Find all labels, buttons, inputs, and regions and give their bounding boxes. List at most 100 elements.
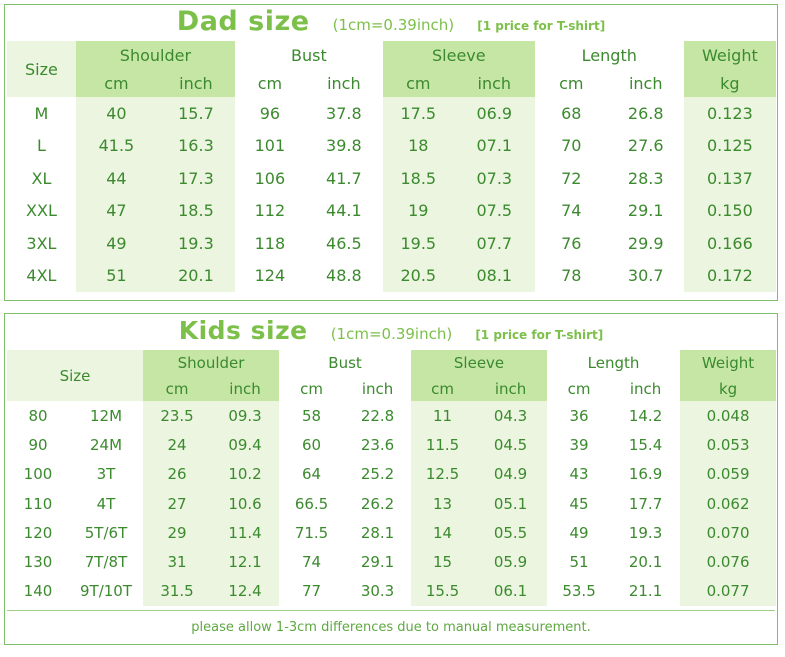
dad-cell: 4XL xyxy=(7,259,76,292)
kids-title-row: Kids size (1cm=0.39inch) [1 price for T-… xyxy=(5,316,777,345)
kids-cell: 10.6 xyxy=(211,488,280,519)
dad-cell: L xyxy=(7,129,76,162)
dad-cell: 16.3 xyxy=(156,129,235,162)
kids-cell: 39 xyxy=(547,430,612,460)
kids-cell: 17.7 xyxy=(611,488,681,519)
dad-cell: 0.123 xyxy=(683,97,776,130)
kids-cell: 15.4 xyxy=(611,430,681,460)
dad-cell: XL xyxy=(7,162,76,195)
kids-cell: 09.4 xyxy=(211,430,280,460)
kids-cell: 27 xyxy=(143,488,212,519)
dad-price-note: [1 price for T-shirt] xyxy=(477,19,606,33)
kids-cell: 110 xyxy=(7,488,69,519)
kids-table-row: 130 7T/8T 31 12.1 74 29.1 15 05.9 51 20.1 0.076 xyxy=(7,547,777,577)
kids-cell: 12.4 xyxy=(211,576,280,607)
kids-cell: 11.5 xyxy=(411,430,475,460)
kids-sleeve-cm: cm xyxy=(411,376,475,401)
kids-cell: 28.1 xyxy=(344,518,412,548)
dad-cell: 76 xyxy=(534,227,608,260)
dad-bust-cm: cm xyxy=(234,69,305,97)
dad-cell: 101 xyxy=(234,129,305,162)
dad-cell: 0.150 xyxy=(683,194,776,227)
kids-cell: 9T/10T xyxy=(69,576,144,607)
kids-cell: 04.9 xyxy=(474,459,548,489)
dad-cell: 124 xyxy=(234,259,305,292)
dad-table-row: XL 44 17.3 106 41.7 18.5 07.3 72 28.3 0.137 xyxy=(7,162,776,195)
dad-cell: 68 xyxy=(534,97,608,130)
kids-cell: 05.5 xyxy=(474,518,548,548)
kids-cell: 77 xyxy=(279,576,345,607)
kids-cell: 10.2 xyxy=(211,459,280,489)
dad-sleeve-inch: inch xyxy=(453,69,535,97)
dad-bust-header: Bust xyxy=(234,41,383,69)
kids-cell: 0.053 xyxy=(680,430,777,460)
kids-cell: 09.3 xyxy=(211,401,280,431)
kids-cell: 12M xyxy=(69,401,144,431)
dad-size-table: Size Shoulder Bust Sleeve Length Weight … xyxy=(7,41,776,292)
dad-cell: 0.137 xyxy=(683,162,776,195)
dad-table-row: 4XL 51 20.1 124 48.8 20.5 08.1 78 30.7 0.172 xyxy=(7,259,776,292)
dad-cell: 72 xyxy=(534,162,608,195)
dad-cell: 78 xyxy=(534,259,608,292)
dad-cell: 18 xyxy=(382,129,454,162)
dad-cell: 06.9 xyxy=(453,97,535,130)
kids-cell: 58 xyxy=(279,401,345,431)
dad-cell: 49 xyxy=(75,227,157,260)
kids-length-cm: cm xyxy=(547,376,612,401)
kids-cell: 0.059 xyxy=(680,459,777,489)
dad-cell: XXL xyxy=(7,194,76,227)
dad-size-panel: Dad size (1cm=0.39inch) [1 price for T-s… xyxy=(4,4,778,301)
dad-cell: 106 xyxy=(234,162,305,195)
dad-title: Dad size xyxy=(176,6,310,37)
dad-shoulder-cm: cm xyxy=(75,69,157,97)
kids-cell: 31.5 xyxy=(143,576,212,607)
dad-cell: 44.1 xyxy=(304,194,383,227)
kids-cell: 30.3 xyxy=(344,576,412,607)
dad-table-row: M 40 15.7 96 37.8 17.5 06.9 68 26.8 0.123 xyxy=(7,97,776,130)
kids-cell: 0.070 xyxy=(680,518,777,548)
kids-cell: 22.8 xyxy=(344,401,412,431)
kids-cell: 4T xyxy=(69,488,144,519)
dad-cell: 118 xyxy=(234,227,305,260)
dad-cell: 39.8 xyxy=(304,129,383,162)
dad-cell: 18.5 xyxy=(156,194,235,227)
kids-cell: 49 xyxy=(547,518,612,548)
kids-cell: 71.5 xyxy=(279,518,345,548)
kids-table-row: 100 3T 26 10.2 64 25.2 12.5 04.9 43 16.9 0.059 xyxy=(7,459,777,489)
dad-cell: 0.166 xyxy=(683,227,776,260)
kids-size-table: Size Shoulder Bust Sleeve Length Weight … xyxy=(7,350,777,607)
dad-cell: 41.5 xyxy=(75,129,157,162)
dad-cell: 08.1 xyxy=(453,259,535,292)
footer-divider xyxy=(7,610,775,611)
kids-cell: 11 xyxy=(411,401,475,431)
dad-cell: 07.3 xyxy=(453,162,535,195)
dad-cell: 41.7 xyxy=(304,162,383,195)
dad-cell: 44 xyxy=(75,162,157,195)
kids-cell: 04.5 xyxy=(474,430,548,460)
dad-cell: 47 xyxy=(75,194,157,227)
dad-table-row: L 41.5 16.3 101 39.8 18 07.1 70 27.6 0.125 xyxy=(7,129,776,162)
dad-shoulder-inch: inch xyxy=(156,69,235,97)
dad-table-row: 3XL 49 19.3 118 46.5 19.5 07.7 76 29.9 0.166 xyxy=(7,227,776,260)
kids-bust-cm: cm xyxy=(279,376,345,401)
kids-weight-header: Weight xyxy=(680,350,777,376)
kids-cell: 26 xyxy=(143,459,212,489)
dad-weight-header: Weight xyxy=(683,41,776,69)
dad-size-header: Size xyxy=(7,41,76,97)
kids-cell: 25.2 xyxy=(344,459,412,489)
kids-shoulder-header: Shoulder xyxy=(143,350,280,376)
kids-cell: 0.048 xyxy=(680,401,777,431)
dad-cell: 70 xyxy=(534,129,608,162)
kids-table-row: 110 4T 27 10.6 66.5 26.2 13 05.1 45 17.7 0.062 xyxy=(7,488,777,519)
dad-cell: 96 xyxy=(234,97,305,130)
kids-cell: 90 xyxy=(7,430,69,460)
kids-cell: 0.077 xyxy=(680,576,777,607)
kids-cell: 15 xyxy=(411,547,475,577)
kids-table-row: 120 5T/6T 29 11.4 71.5 28.1 14 05.5 49 19.3 0.070 xyxy=(7,518,777,548)
kids-cell: 04.3 xyxy=(474,401,548,431)
dad-cell: 07.1 xyxy=(453,129,535,162)
dad-cell: 29.1 xyxy=(607,194,684,227)
dad-cell: 28.3 xyxy=(607,162,684,195)
kids-table-row: 90 24M 24 09.4 60 23.6 11.5 04.5 39 15.4 0.053 xyxy=(7,430,777,460)
dad-cell: 07.5 xyxy=(453,194,535,227)
